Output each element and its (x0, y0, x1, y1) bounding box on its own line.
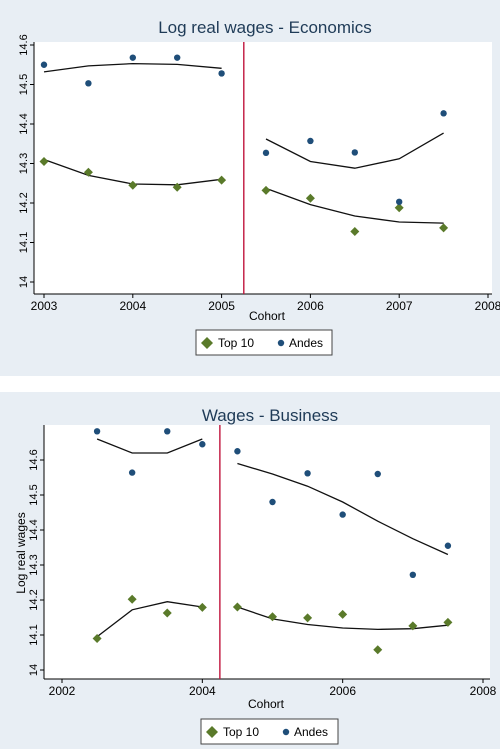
legend-marker-andes (277, 339, 285, 347)
y-axis: 14 14.1 14.2 14.3 14.4 14.5 14.6 (18, 34, 35, 294)
chart-title: Wages - Business (202, 406, 338, 425)
plot-area (44, 425, 490, 679)
legend: Top 10 Andes (195, 329, 333, 356)
point-andes (339, 511, 346, 518)
point-top-10 (128, 180, 138, 190)
point-andes (409, 571, 417, 578)
point-andes (351, 149, 358, 156)
point-andes (304, 470, 311, 477)
point-top-10 (92, 634, 102, 643)
legend-box (200, 718, 339, 745)
y-tick-label: 14.4 (28, 519, 40, 540)
point-top-10 (162, 608, 172, 618)
y-tick-label: 14.5 (18, 74, 30, 95)
x-tick-label: 2005 (208, 299, 235, 313)
point-top-10 (338, 609, 348, 619)
fit-line-andes (96, 438, 203, 454)
fit-line-andes (265, 132, 444, 169)
y-tick-label: 14.3 (18, 153, 30, 174)
y-tick-label: 14.2 (18, 192, 30, 213)
y-tick-label: 14.4 (18, 113, 30, 134)
y-axis: 14 14.1 14.2 14.3 14.4 14.5 14.6 (28, 425, 45, 679)
x-axis-label: Cohort (248, 697, 285, 711)
fit-line-top-10 (96, 601, 203, 638)
legend: Top 10 Andes (200, 718, 339, 745)
point-top-10 (443, 617, 453, 627)
point-top-10 (268, 612, 277, 622)
x-tick-label: 2004 (119, 299, 146, 313)
point-andes (234, 448, 241, 455)
chart-panel-business: Wages - Business Log real wages 1414.114… (0, 392, 500, 749)
y-tick-label: 14.5 (28, 484, 40, 505)
x-tick-label: 2008 (470, 684, 497, 698)
point-andes (444, 542, 452, 549)
x-axis-label: Cohort (249, 309, 286, 323)
point-andes (396, 198, 403, 206)
y-tick-label: 14.1 (28, 624, 40, 645)
x-tick-label: 2003 (31, 299, 58, 313)
point-andes (262, 149, 270, 157)
point-andes (164, 428, 171, 435)
legend-label-andes: Andes (294, 725, 328, 739)
y-tick-label: 14 (18, 276, 30, 288)
x-tick-label: 2004 (189, 684, 216, 698)
point-top-10 (439, 223, 449, 233)
chart-panel-economics: Log real wages - Economics 14 14.1 14.2 14.… (0, 0, 500, 376)
point-top-10 (373, 645, 383, 655)
point-andes (269, 498, 276, 506)
y-tick-label: 14.3 (28, 554, 40, 575)
x-tick-label: 2006 (329, 684, 356, 698)
x-tick-label: 2008 (475, 299, 500, 313)
point-andes (374, 470, 381, 478)
point-andes (440, 110, 447, 117)
y-tick-label: 14.6 (18, 34, 30, 55)
point-top-10 (408, 621, 418, 631)
fit-line-top-10 (265, 187, 444, 224)
point-andes (40, 61, 48, 68)
point-top-10 (217, 175, 227, 185)
legend-marker-top-10 (206, 726, 218, 738)
y-tick-label: 14.6 (28, 449, 40, 470)
y-tick-label: 14 (28, 664, 40, 676)
x-tick-label: 2006 (297, 299, 324, 313)
y-tick-label: 14.2 (28, 589, 40, 610)
fit-line-andes (237, 462, 449, 556)
x-axis: 2002 2004 2006 2008 (44, 678, 497, 698)
point-top-10 (303, 613, 313, 623)
plot-area (34, 42, 492, 294)
point-andes (85, 80, 92, 87)
point-top-10 (39, 157, 49, 167)
point-andes (129, 54, 136, 61)
point-top-10 (394, 203, 404, 213)
point-andes (174, 54, 181, 61)
x-axis: 2003 2004 2005 2006 2007 2008 (31, 293, 500, 313)
x-tick-label: 2007 (386, 299, 413, 313)
point-top-10 (197, 602, 207, 612)
y-axis-label: Log real wages (14, 512, 28, 593)
y-tick-label: 14.1 (18, 232, 30, 253)
legend-box (195, 329, 333, 356)
point-top-10 (232, 602, 242, 612)
fit-line-andes (43, 62, 222, 73)
point-top-10 (350, 226, 360, 236)
legend-marker-andes (282, 728, 290, 736)
legend-marker-top-10 (201, 337, 213, 349)
point-top-10 (261, 185, 271, 195)
legend-label-top-10: Top 10 (223, 725, 259, 739)
point-top-10 (305, 193, 315, 203)
chart-title: Log real wages - Economics (158, 18, 372, 37)
point-top-10 (127, 594, 137, 604)
point-andes (128, 469, 136, 476)
legend-label-andes: Andes (289, 336, 323, 350)
point-top-10 (172, 182, 182, 192)
point-top-10 (83, 167, 93, 177)
point-andes (199, 441, 206, 448)
point-andes (93, 428, 101, 435)
legend-label-top-10: Top 10 (218, 336, 254, 350)
point-andes (218, 70, 225, 77)
point-andes (307, 137, 314, 145)
x-tick-label: 2002 (49, 684, 76, 698)
